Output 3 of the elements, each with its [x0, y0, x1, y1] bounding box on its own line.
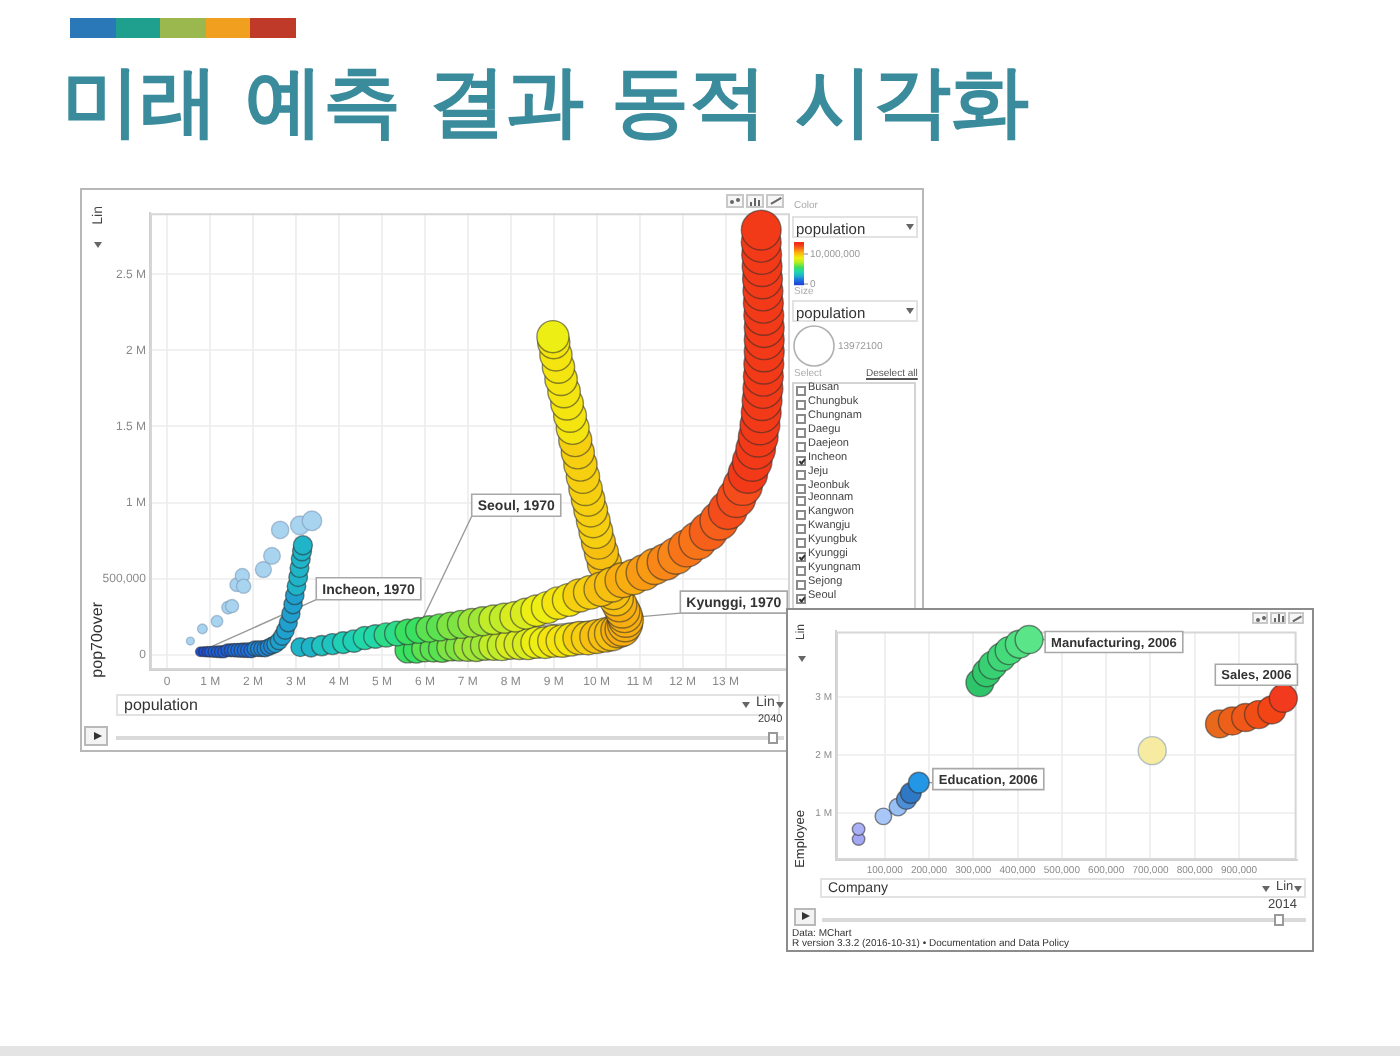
- x-axis-title: population: [124, 695, 198, 713]
- y-axis-title: pop70over: [88, 602, 106, 678]
- chart-title: 미래 예측 결과 동적 시각화: [62, 58, 1029, 148]
